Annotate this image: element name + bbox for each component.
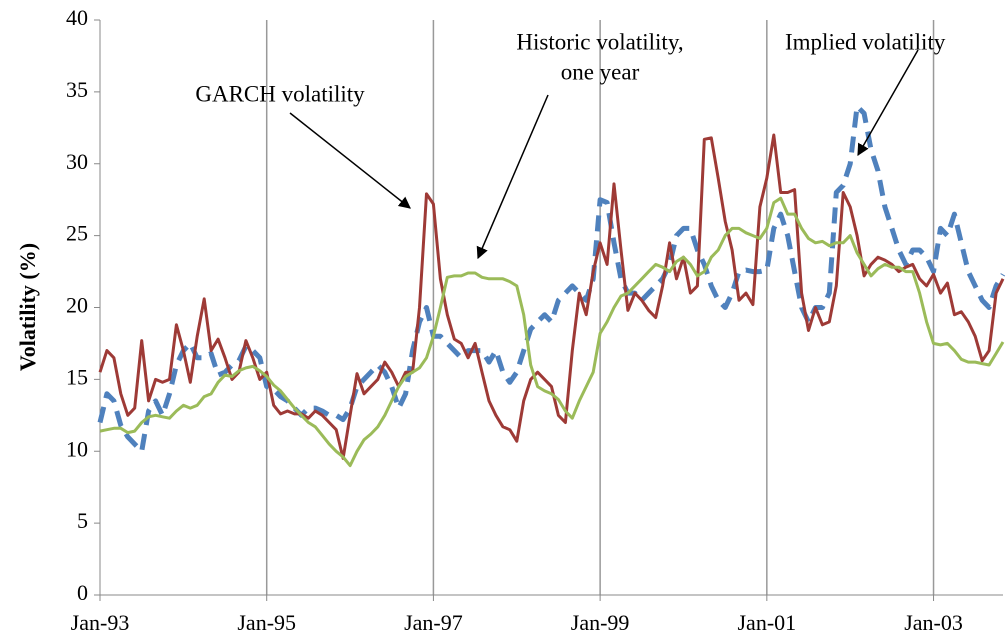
y-axis-label: Volatility (%) (15, 243, 40, 371)
annotation-arrow (476, 94, 549, 260)
annotation: one year (561, 59, 640, 84)
y-tick-label: 30 (66, 149, 88, 174)
annotation: GARCH volatility (195, 81, 365, 106)
x-tick-label: Jan-97 (404, 610, 463, 635)
y-tick-label: 10 (66, 436, 88, 461)
annotation: Historic volatility, (516, 29, 683, 54)
y-tick-label: 15 (66, 364, 88, 389)
y-tick-label: 35 (66, 77, 88, 102)
x-tick-label: Jan-01 (738, 610, 797, 635)
y-tick-label: 20 (66, 293, 88, 318)
x-tick-label: Jan-03 (904, 610, 963, 635)
y-tick-label: 0 (77, 580, 88, 605)
y-tick-label: 5 (77, 508, 88, 533)
annotation-arrow (857, 49, 919, 157)
annotation: Implied volatility (785, 29, 946, 54)
series-line (97, 103, 1006, 454)
series-line (98, 133, 1005, 460)
y-tick-label: 40 (66, 5, 88, 30)
annotation-arrow (289, 112, 411, 209)
series-line (99, 196, 1005, 468)
x-tick-label: Jan-95 (237, 610, 296, 635)
x-tick-label: Jan-93 (71, 610, 130, 635)
y-tick-label: 25 (66, 221, 88, 246)
x-tick-label: Jan-99 (571, 610, 630, 635)
